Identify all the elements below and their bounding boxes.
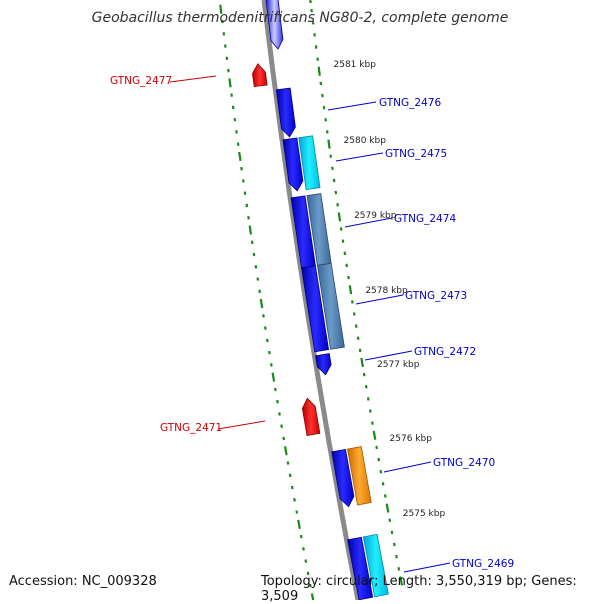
outer-tick-mark (383, 482, 384, 485)
inner-tick-mark (256, 265, 257, 268)
outer-tick-mark (385, 494, 386, 497)
inner-tick-mark (259, 290, 260, 293)
outer-tick-mark (354, 312, 355, 315)
outer-tick-mark (339, 212, 340, 221)
ruler-label: 2576 kbp (390, 434, 433, 444)
page-title: Geobacillus thermodenitrificans NG80-2, … (0, 10, 600, 26)
inner-tick-mark (250, 226, 251, 235)
ruler-label: 2578 kbp (365, 286, 408, 296)
gene-label-leader-line (218, 421, 265, 429)
inner-tick-mark (263, 314, 264, 317)
ruler-label: 2580 kbp (344, 136, 387, 146)
inner-tick-mark (258, 278, 259, 281)
outer-tick-mark (374, 431, 376, 440)
outer-tick-mark (370, 410, 371, 413)
outer-tick-mark (352, 300, 353, 303)
outer-tick-mark (379, 458, 380, 461)
outer-tick-mark (345, 252, 346, 255)
inner-tick-mark (241, 167, 242, 170)
gene-label-leader-line (365, 351, 412, 360)
gene-label-leader-line (356, 295, 403, 304)
inner-tick-mark (294, 498, 295, 501)
inner-tick-mark (306, 560, 307, 563)
gene-label: GTNG_2470 (433, 457, 495, 469)
outer-tick-mark (360, 349, 361, 352)
inner-tick-mark (301, 535, 302, 538)
forward-gene-arrow (302, 398, 320, 435)
inner-tick-mark (279, 412, 280, 415)
outer-tick-mark (361, 358, 363, 367)
outer-tick-mark (358, 337, 359, 340)
outer-tick-mark (350, 285, 351, 294)
gene-label: GTNG_2477 (110, 75, 172, 87)
ruler-label: 2575 kbp (403, 509, 446, 519)
outer-tick-mark (348, 276, 349, 279)
outer-tick-mark (381, 470, 382, 473)
gene-label: GTNG_2476 (379, 97, 441, 109)
gene-label-leader-line (384, 462, 431, 472)
gene-label-leader-line (328, 102, 376, 110)
gene-label: GTNG_2471 (160, 422, 222, 434)
gene-label-leader-line (404, 563, 450, 572)
inner-tick-mark (261, 299, 262, 308)
inner-tick-mark (269, 351, 270, 354)
outer-tick-mark (376, 446, 377, 449)
inner-tick-mark (267, 339, 268, 342)
outer-tick-mark (368, 397, 369, 400)
inner-tick-mark (281, 425, 282, 428)
forward-gene-arrow (253, 64, 268, 87)
outer-tick-mark (319, 67, 320, 76)
inner-tick-mark (265, 327, 266, 330)
outer-tick-mark (399, 567, 400, 570)
inner-tick-mark (271, 363, 272, 366)
inner-tick-mark (252, 241, 253, 244)
inner-tick-mark (292, 486, 293, 489)
inner-tick-mark (283, 437, 284, 440)
ruler-label: 2579 kbp (354, 211, 397, 221)
inner-tick-mark (298, 520, 300, 529)
outer-tick-mark (336, 191, 337, 194)
outer-tick-mark (372, 422, 373, 425)
outer-tick-mark (310, 0, 311, 3)
inner-tick-mark (248, 216, 249, 219)
inner-tick-mark (288, 461, 289, 464)
inner-tick-mark (229, 78, 230, 87)
gene-label: GTNG_2474 (394, 213, 456, 225)
outer-tick-mark (366, 385, 367, 388)
outer-tick-mark (392, 531, 393, 534)
gene-label: GTNG_2472 (414, 346, 476, 358)
ruler-label: 2581 kbp (334, 60, 377, 70)
inner-tick-mark (273, 373, 275, 382)
gene-label-leader-line (170, 76, 216, 82)
gene-label: GTNG_2469 (452, 558, 514, 570)
inner-tick-mark (239, 152, 240, 161)
outer-tick-mark (394, 543, 395, 546)
outer-tick-mark (328, 140, 329, 149)
accession-text: Accession: NC_009328 (9, 574, 157, 589)
outer-tick-mark (356, 325, 357, 328)
outer-tick-mark (390, 519, 391, 522)
outer-tick-mark (346, 264, 347, 267)
outer-tick-mark (324, 106, 325, 109)
outer-tick-mark (387, 504, 389, 513)
outer-tick-mark (396, 555, 397, 558)
inner-tick-mark (238, 143, 239, 146)
inner-tick-mark (277, 400, 278, 403)
gene-label: GTNG_2475 (385, 148, 447, 160)
gene-label: GTNG_2473 (405, 290, 467, 302)
gene-label-leader-line (336, 153, 383, 161)
inner-tick-mark (290, 474, 291, 477)
inner-tick-mark (285, 446, 287, 455)
inner-tick-mark (297, 511, 298, 514)
ruler-label: 2577 kbp (377, 360, 420, 370)
inner-tick-mark (275, 388, 276, 391)
inner-tick-mark (303, 547, 304, 550)
outer-tick-mark (364, 373, 365, 376)
